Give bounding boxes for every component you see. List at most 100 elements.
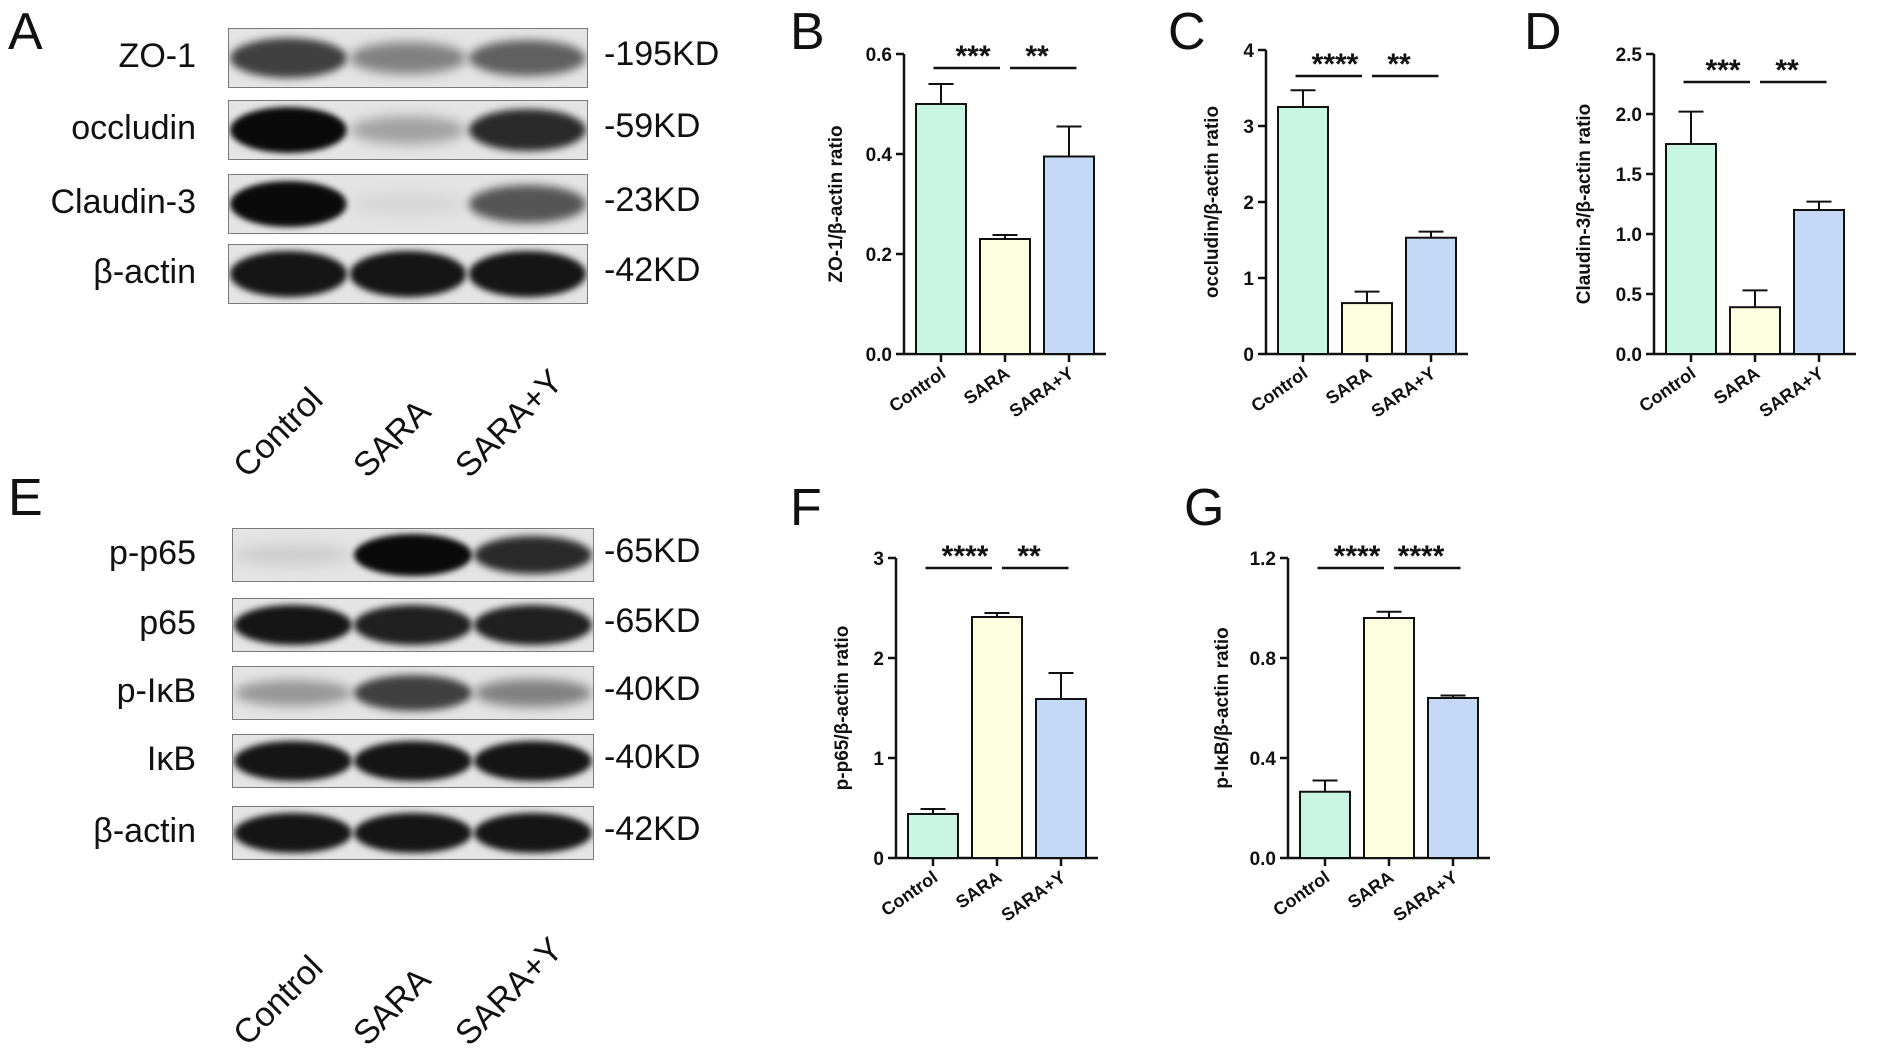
y-tick-label: 2 — [1243, 193, 1254, 214]
panel-letter-g: G — [1184, 479, 1225, 537]
significance-label: **** — [1334, 540, 1381, 573]
significance-label: **** — [1312, 48, 1359, 81]
x-tick-label: SARA+Y — [998, 867, 1070, 926]
y-axis-label: occludin/β-actin ratio — [1202, 106, 1223, 298]
significance-label: ** — [1775, 54, 1799, 87]
y-tick-label: 1 — [1243, 269, 1254, 290]
x-tick-label: Control — [1635, 363, 1699, 416]
bar-sara-y — [1405, 236, 1457, 355]
bar-sara-y — [1793, 209, 1845, 355]
blot-band — [234, 679, 352, 707]
panel-letter-a: A — [8, 3, 43, 61]
protein-label-occludin: occludin — [71, 109, 196, 147]
western-blot-e: p-p65 -65KD p65 -65KD p-IκB -40KD IκB -40KD β-ac… — [0, 500, 760, 1064]
blot-band — [349, 115, 467, 145]
kd-label-p-i-b: -40KD — [604, 670, 701, 708]
blot-strip-p-i-b — [232, 666, 594, 720]
bar-sara — [971, 616, 1023, 859]
blot-band — [230, 38, 348, 78]
blot-band — [354, 675, 472, 711]
x-tick-label: Control — [1269, 867, 1333, 920]
y-tick-label: 0.0 — [1250, 849, 1276, 870]
x-tick-label: Control — [1247, 363, 1311, 416]
y-tick-label: 2.0 — [1616, 105, 1642, 126]
y-tick-label: 2 — [873, 649, 884, 670]
y-tick-label: 3 — [1243, 117, 1254, 138]
lane-label-control: Control — [226, 948, 331, 1053]
y-tick-label: 0 — [1243, 345, 1254, 366]
blot-band — [349, 193, 467, 215]
bar-control — [915, 103, 967, 355]
x-tick-label: SARA — [952, 867, 1005, 913]
bar-chart-p-p65: 0 1 2 3 p-p65/β-actin ratio Control SARA SARA+Y… — [820, 530, 1150, 975]
kd-label-p65: -65KD — [604, 602, 701, 640]
blot-band — [468, 251, 586, 297]
blot-band — [354, 534, 472, 576]
blot-band — [354, 605, 472, 645]
y-tick-label: 0.5 — [1616, 285, 1643, 306]
bar-sara — [979, 238, 1031, 355]
blot-band — [234, 544, 352, 566]
y-tick-label: 3 — [873, 549, 884, 570]
y-tick-label: 1.0 — [1616, 225, 1642, 246]
blot-band — [468, 185, 586, 223]
blot-band — [474, 535, 592, 575]
kd-label-occludin: -59KD — [604, 107, 701, 145]
x-tick-label: SARA — [1710, 363, 1763, 409]
y-tick-label: 0.0 — [1616, 345, 1642, 366]
y-axis-label: p-p65/β-actin ratio — [832, 626, 853, 791]
significance-label: ** — [1387, 48, 1411, 81]
bar-control — [1665, 143, 1717, 355]
blot-band — [234, 812, 352, 854]
blot-band — [474, 605, 592, 645]
blot-strip-zo-1 — [228, 28, 588, 88]
y-tick-label: 0 — [873, 849, 884, 870]
protein-label-actin: β-actin — [93, 812, 196, 850]
panel-letter-d: D — [1524, 3, 1562, 61]
blot-band — [468, 40, 586, 76]
protein-label-p-p65: p-p65 — [109, 534, 196, 572]
blot-strip-actin — [228, 244, 588, 304]
bar-sara-y — [1427, 697, 1479, 859]
x-tick-label: SARA+Y — [1756, 363, 1828, 422]
lane-label-sara-y: SARA+Y — [448, 930, 571, 1053]
blot-band — [234, 604, 352, 646]
protein-label-actin: β-actin — [93, 253, 196, 291]
significance-label: *** — [1705, 54, 1740, 87]
y-tick-label: 1 — [873, 749, 884, 770]
x-tick-label: SARA+Y — [1006, 363, 1078, 422]
y-tick-label: 0.0 — [866, 345, 892, 366]
bar-chart-occludin: 0 1 2 3 4 occludin/β-actin ratio Control SARA SA… — [1196, 20, 1496, 465]
chart-svg: 0 1 2 3 p-p65/β-actin ratio Control SARASARA+Y… — [832, 540, 1098, 926]
significance-label: ** — [1025, 40, 1049, 73]
bar-control — [907, 813, 959, 859]
bar-sara — [1729, 306, 1781, 356]
panel-letter-b: B — [790, 3, 825, 61]
blot-band — [230, 180, 348, 228]
blot-band — [349, 41, 467, 74]
blot-band — [234, 740, 352, 782]
blot-band — [349, 251, 467, 297]
blot-strip-claudin-3 — [228, 174, 588, 234]
y-tick-label: 0.6 — [866, 45, 892, 66]
y-axis-label: Claudin-3/β-actin ratio — [1574, 104, 1595, 305]
bar-sara — [1363, 617, 1415, 859]
bar-chart-zo1: 0.0 0.2 0.4 0.6 ZO-1/β-actin ratio Control SAR… — [820, 20, 1120, 465]
kd-label-claudin-3: -23KD — [604, 181, 701, 219]
blot-band — [230, 251, 348, 297]
significance-label: **** — [942, 540, 989, 573]
blot-band — [354, 740, 472, 782]
blot-band — [474, 740, 592, 782]
protein-label-claudin-3: Claudin-3 — [50, 183, 196, 221]
blot-strip-p-p65 — [232, 528, 594, 582]
y-tick-label: 0.2 — [866, 245, 892, 266]
x-tick-label: SARA+Y — [1390, 867, 1462, 926]
bar-sara — [1341, 302, 1393, 355]
protein-label-p-i-b: p-IκB — [116, 672, 196, 710]
y-tick-label: 0.8 — [1250, 649, 1276, 670]
bar-chart-claudin3: 0.0 0.5 1.0 1.5 2.0 2.5 Claudin-3/β-actin rati… — [1560, 20, 1860, 465]
lane-label-sara-y: SARA+Y — [448, 362, 571, 485]
bar-sara-y — [1035, 698, 1087, 859]
chart-svg: 0 1 2 3 4 occludin/β-actin ratio Control SARASA… — [1202, 41, 1468, 421]
